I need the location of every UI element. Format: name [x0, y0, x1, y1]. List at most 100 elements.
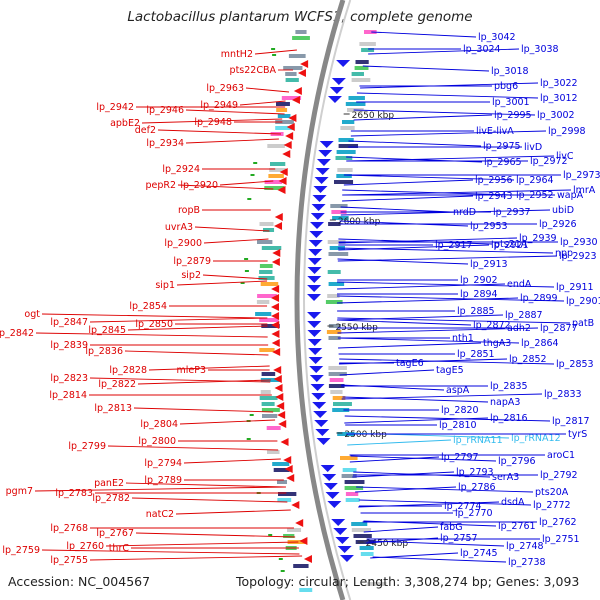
forward-gene-arrow	[307, 276, 322, 283]
feature-block	[295, 30, 307, 34]
forward-gene-arrow	[336, 60, 351, 67]
right-leader-line	[337, 317, 571, 324]
forward-gene-arrow	[325, 492, 340, 499]
right-gene-label: lp_3012	[540, 93, 578, 104]
reverse-gene-arrow	[284, 465, 293, 473]
feature-block	[261, 246, 282, 250]
left-gene-label: lp_2847	[50, 317, 88, 328]
left-gene-label: sip2	[181, 270, 201, 281]
forward-gene-arrow	[307, 330, 322, 337]
feature-block	[333, 402, 352, 406]
right-gene-label: lp_2761	[498, 521, 536, 532]
reverse-gene-arrow	[271, 330, 280, 338]
feature-block	[278, 492, 297, 496]
reverse-gene-arrow	[276, 402, 285, 410]
left-gene-label: ropB	[178, 205, 200, 216]
right-gene-label: nrdD	[453, 207, 476, 218]
feature-block	[328, 372, 347, 376]
right-gene-label: lmrA	[573, 185, 596, 196]
feature-block	[336, 174, 352, 178]
right-gene-label: lp_2998	[548, 126, 586, 137]
right-leader-line	[356, 92, 539, 99]
reverse-gene-arrow	[271, 294, 280, 302]
feature-block	[338, 144, 359, 148]
forward-gene-arrow	[315, 429, 330, 436]
reverse-gene-arrow	[293, 87, 302, 95]
right-leader-line	[353, 109, 536, 116]
feature-block	[264, 186, 285, 190]
feature-block	[328, 282, 345, 286]
reverse-gene-arrow	[275, 393, 284, 401]
left-leader-line	[41, 313, 268, 319]
right-leader-line	[347, 439, 452, 446]
right-gene-label: lp_2774	[444, 501, 482, 512]
feature-block	[355, 60, 369, 64]
feature-block	[260, 282, 279, 286]
feature-block	[348, 96, 365, 100]
forward-gene-arrow	[308, 357, 323, 364]
feature-block	[345, 102, 366, 106]
right-gene-label: lp_rRNA11	[453, 435, 503, 446]
right-leader-line	[355, 486, 457, 493]
feature-block	[332, 396, 346, 400]
right-gene-label: napA3	[490, 397, 520, 408]
feature-block	[344, 486, 364, 490]
right-gene-label: tagE5	[436, 365, 464, 376]
feature-block	[266, 426, 281, 430]
right-gene-label: lp_2835	[490, 381, 528, 392]
right-gene-label: lp_2913	[470, 259, 508, 270]
reverse-gene-arrow	[286, 474, 295, 482]
left-gene-label: lp_2842	[0, 328, 34, 339]
right-gene-label: lp_2786	[458, 482, 496, 493]
right-gene-label: lp_2943	[475, 191, 513, 202]
feature-block	[342, 468, 357, 472]
feature-block	[327, 270, 341, 274]
forward-gene-arrow	[307, 312, 322, 319]
feature-block	[263, 228, 275, 232]
left-leader-line	[194, 226, 270, 232]
gene-marker	[247, 198, 252, 200]
forward-gene-arrow	[312, 402, 327, 409]
scale-tick-label: 2450 kbp	[366, 539, 409, 549]
forward-gene-arrow	[309, 366, 324, 373]
left-gene-label: lp_2963	[206, 83, 244, 94]
left-gene-label: lp_2822	[98, 379, 136, 390]
feature-block	[277, 114, 291, 118]
left-gene-label: sip1	[155, 280, 175, 291]
feature-block	[325, 300, 343, 304]
feature-block	[269, 168, 286, 172]
left-leader-line	[202, 274, 268, 280]
feature-block	[283, 534, 295, 538]
left-leader-line	[127, 325, 268, 331]
forward-gene-arrow	[313, 186, 328, 193]
backbone-arc	[294, 0, 346, 600]
right-leader-line	[368, 48, 520, 55]
feature-block	[261, 408, 280, 412]
feature-block	[328, 222, 341, 226]
feature-block	[337, 432, 355, 436]
right-gene-label: lp_2939	[519, 233, 557, 244]
forward-gene-arrow	[313, 411, 328, 418]
right-gene-label: lp_3022	[540, 78, 578, 89]
feature-block	[259, 222, 274, 226]
right-gene-label: lp_2953	[470, 221, 508, 232]
feature-block	[259, 270, 273, 274]
left-gene-label: lp_2767	[96, 528, 134, 539]
feature-block	[335, 156, 353, 160]
right-gene-label: lp_2995	[494, 110, 532, 121]
reverse-gene-arrow	[280, 438, 289, 446]
right-gene-label: aspA	[446, 385, 470, 396]
left-leader-line	[137, 379, 271, 385]
left-gene-label: lp_2814	[49, 390, 87, 401]
right-gene-label: lp_2887	[505, 310, 543, 321]
right-leader-line	[342, 396, 489, 403]
right-gene-label: fabG	[440, 522, 463, 533]
forward-gene-arrow	[316, 438, 331, 445]
forward-gene-arrow	[312, 195, 327, 202]
right-gene-label: lp_2851	[457, 349, 495, 360]
feature-block	[353, 534, 372, 538]
right-gene-label: lp_2793	[456, 467, 494, 478]
feature-block	[270, 162, 286, 166]
right-gene-label: lp_2751	[542, 534, 580, 545]
